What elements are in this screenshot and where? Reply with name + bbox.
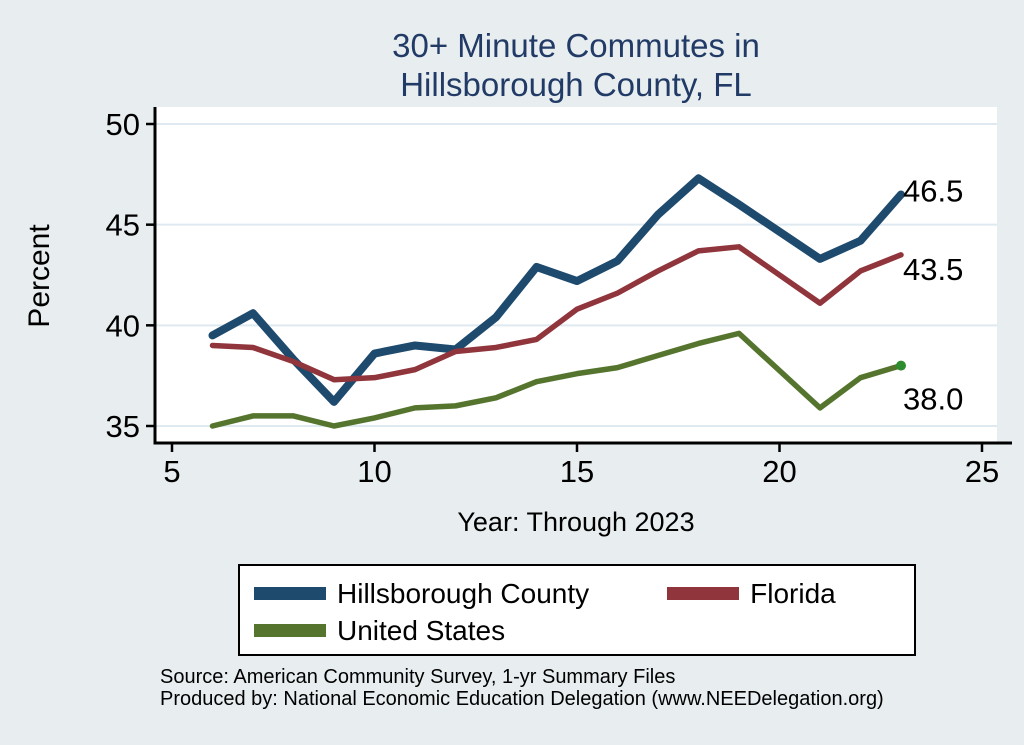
x-tick-label-10: 10 [357,454,391,489]
chart-title: 30+ Minute Commutes in Hillsborough Coun… [155,26,997,104]
x-tick-label-20: 20 [762,454,796,489]
x-tick-label-25: 25 [965,454,999,489]
legend-swatch-united-states [254,624,326,637]
series-line-united-states [209,330,904,429]
footer-source: Source: American Community Survey, 1-yr … [160,666,676,688]
legend-swatch-florida [667,587,740,600]
legend-label-hillsborough-county: Hillsborough County [337,577,590,609]
y-tick-label-50: 50 [106,107,140,142]
plot-background [155,107,997,443]
legend-label-florida: Florida [750,577,836,609]
legend-box: Hillsborough County Florida United State… [238,564,916,656]
y-tick-label-35: 35 [106,409,140,444]
series-end-label-florida: 43.5 [903,252,963,287]
legend-item-florida: Florida [667,578,836,610]
chart-title-line2: Hillsborough County, FL [400,66,752,103]
series-end-label-united-states: 38.0 [903,382,963,417]
x-tick-label-15: 15 [560,454,594,489]
series-end-marker-united-states [896,360,906,371]
footer: Source: American Community Survey, 1-yr … [160,666,884,710]
legend-item-hillsborough-county: Hillsborough County [254,578,589,610]
x-axis-title: Year: Through 2023 [457,507,695,537]
legend-row-1: Hillsborough County Florida [254,575,914,612]
y-tick-label-40: 40 [106,308,140,343]
chart-title-line1: 30+ Minute Commutes in [392,27,760,64]
legend-swatch-hillsborough-county [254,587,326,600]
x-tick-label-5: 5 [163,454,180,489]
series-end-label-hillsborough-county: 46.5 [903,173,963,208]
series-line-hillsborough-county [208,174,905,406]
footer-produced-by: Produced by: National Economic Education… [160,687,884,710]
legend-label-united-states: United States [337,614,506,646]
legend-row-2: United States [254,612,914,649]
legend-item-united-states: United States [254,615,505,647]
series-line-florida [209,244,904,383]
y-tick-label-45: 45 [106,208,140,243]
